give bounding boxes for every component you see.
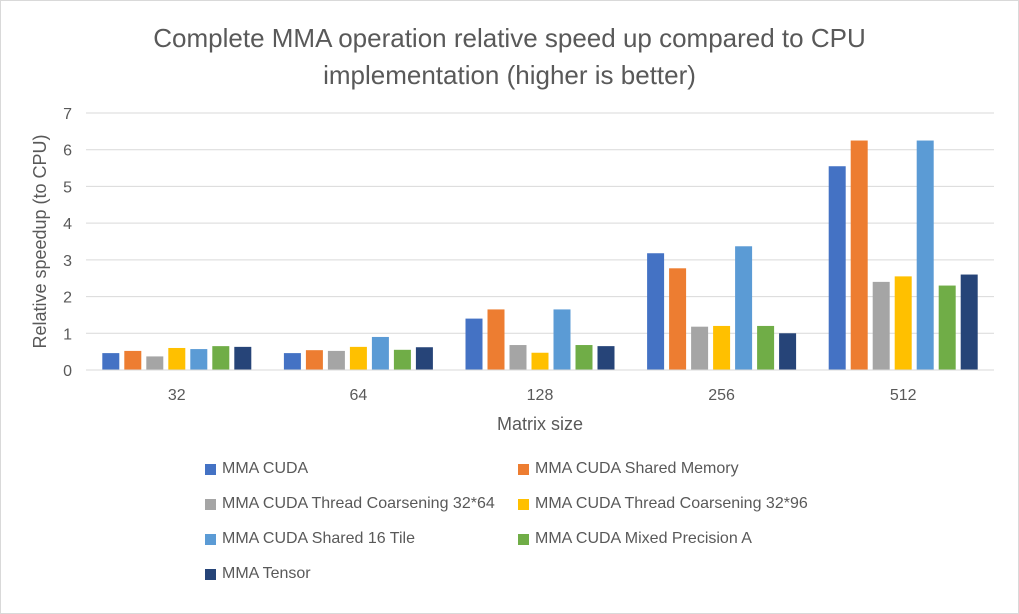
- x-tick-label: 128: [527, 387, 554, 404]
- x-tick-label: 64: [350, 387, 368, 404]
- bar-mma-cuda-64: [283, 353, 301, 370]
- y-tick-label: 0: [63, 363, 72, 380]
- bar-mma-cuda-512: [828, 166, 846, 370]
- bar-mma-tensor-32: [234, 346, 252, 370]
- bar-mma-cuda-shared-memory-32: [124, 350, 142, 370]
- y-tick-label: 3: [63, 253, 72, 270]
- x-tick-label: 512: [890, 387, 917, 404]
- bar-mma-cuda-shared-16-tile-32: [190, 349, 208, 370]
- bar-mma-cuda-shared-16-tile-64: [371, 336, 389, 370]
- y-tick-label: 2: [63, 290, 72, 307]
- bar-mma-cuda-thread-coarsening-32-64-512: [872, 281, 890, 370]
- bar-mma-cuda-shared-memory-512: [850, 140, 868, 370]
- bar-mma-cuda-thread-coarsening-32-64-256: [691, 326, 709, 370]
- bar-mma-cuda-thread-coarsening-32-96-128: [531, 352, 549, 370]
- bar-mma-cuda-thread-coarsening-32-64-32: [146, 356, 164, 370]
- bar-mma-cuda-thread-coarsening-32-96-32: [168, 347, 186, 370]
- bar-mma-cuda-mixed-precision-a-64: [393, 349, 411, 370]
- bar-mma-cuda-256: [647, 253, 665, 370]
- bar-mma-cuda-shared-memory-128: [487, 309, 505, 370]
- bar-mma-cuda-shared-memory-64: [305, 350, 323, 370]
- bar-mma-cuda-128: [465, 318, 483, 370]
- bar-mma-cuda-mixed-precision-a-32: [212, 346, 230, 370]
- bar-mma-cuda-thread-coarsening-32-64-64: [327, 350, 345, 370]
- x-tick-label: 32: [168, 387, 186, 404]
- bar-mma-tensor-512: [960, 274, 978, 370]
- y-axis-title: Relative speedup (to CPU): [30, 134, 50, 348]
- y-tick-label: 4: [63, 216, 72, 233]
- x-axis-title: Matrix size: [497, 414, 583, 434]
- chart-title-line-2: implementation (higher is better): [323, 60, 696, 90]
- bar-mma-cuda-shared-16-tile-256: [735, 246, 753, 370]
- y-tick-label: 1: [63, 326, 72, 343]
- bar-mma-cuda-shared-memory-256: [669, 268, 687, 370]
- bar-mma-cuda-mixed-precision-a-512: [938, 285, 956, 370]
- bar-mma-cuda-thread-coarsening-32-96-64: [349, 346, 367, 370]
- chart-title: Complete MMA operation relative speed up…: [0, 20, 1019, 94]
- bar-mma-cuda-thread-coarsening-32-96-256: [713, 325, 731, 370]
- y-tick-label: 5: [63, 179, 72, 196]
- bar-mma-cuda-32: [102, 353, 120, 370]
- bar-mma-tensor-256: [779, 333, 797, 370]
- y-tick-label: 7: [63, 106, 72, 123]
- bar-mma-cuda-thread-coarsening-32-64-128: [509, 345, 527, 370]
- chart-title-line-1: Complete MMA operation relative speed up…: [153, 23, 866, 53]
- bar-mma-cuda-shared-16-tile-128: [553, 309, 571, 370]
- bar-mma-cuda-thread-coarsening-32-96-512: [894, 276, 912, 370]
- bar-mma-tensor-128: [597, 346, 615, 370]
- y-tick-label: 6: [63, 143, 72, 160]
- x-tick-label: 256: [708, 387, 735, 404]
- bar-mma-cuda-mixed-precision-a-128: [575, 345, 593, 370]
- bar-mma-tensor-64: [415, 347, 433, 370]
- bar-mma-cuda-shared-16-tile-512: [916, 140, 934, 370]
- bar-mma-cuda-mixed-precision-a-256: [757, 325, 775, 370]
